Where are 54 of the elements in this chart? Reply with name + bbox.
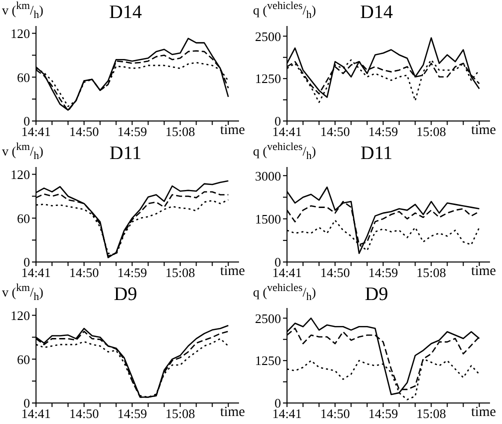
x-tick-label: 14:59	[368, 265, 398, 280]
x-tick-label: 14:50	[69, 406, 99, 422]
x-axis-title: time	[471, 264, 496, 280]
y-tick-label: 0	[24, 254, 30, 270]
y-tick-label: 2500	[255, 310, 281, 326]
y-tick-label: 60	[17, 210, 30, 226]
x-tick-label: 15:08	[416, 265, 446, 280]
x-tick-label: 15:08	[165, 265, 196, 280]
chart-title: D14	[109, 2, 142, 23]
y-tick-label: 0	[24, 396, 30, 411]
y-tick-label: 120	[10, 26, 30, 41]
x-tick-label: 14:50	[320, 406, 350, 422]
y-tick-label: 1250	[255, 353, 281, 368]
y-axis-title: v ($^{km}$/$_{h}$)	[2, 282, 44, 303]
x-tick-label: 14:59	[117, 265, 147, 280]
x-tick-label: 14:50	[69, 265, 99, 280]
chart-title: D14	[360, 2, 393, 23]
y-axis-title: v ($^{km}$/$_{h}$)	[2, 0, 44, 21]
y-axis-title: q ($^{vehicles}$/$_{h}$)	[253, 0, 316, 21]
y-tick-label: 3000	[255, 168, 281, 184]
y-tick-label: 2500	[255, 28, 281, 44]
y-axis-title: q ($^{vehicles}$/$_{h}$)	[253, 141, 316, 162]
y-tick-label: 60	[17, 70, 30, 85]
chart-title: D11	[109, 143, 142, 164]
x-axis-title: time	[220, 123, 245, 139]
x-tick-label: 14:50	[320, 124, 350, 140]
y-tick-label: 1250	[255, 71, 281, 86]
x-tick-label: 15:08	[165, 124, 196, 140]
x-axis-title: time	[220, 264, 245, 280]
y-tick-label: 0	[24, 114, 30, 129]
chart-title: D11	[360, 143, 393, 164]
chart-title: D9	[364, 284, 388, 305]
y-tick-label: 0	[274, 114, 281, 129]
x-tick-label: 14:50	[69, 124, 99, 140]
x-tick-label: 15:08	[165, 406, 196, 422]
x-tick-label: 14:50	[320, 265, 350, 280]
y-axis-title: v ($^{km}$/$_{h}$)	[2, 141, 44, 162]
y-tick-label: 120	[10, 166, 30, 182]
y-tick-label: 1500	[255, 211, 281, 226]
y-axis-title: q ($^{vehicles}$/$_{h}$)	[253, 282, 316, 303]
x-tick-label: 15:08	[416, 124, 446, 140]
x-axis-title: time	[471, 405, 496, 421]
y-tick-label: 0	[274, 396, 281, 411]
y-tick-label: 0	[274, 254, 281, 270]
x-tick-label: 14:59	[368, 406, 398, 422]
chart-title: D9	[114, 284, 138, 305]
x-axis-title: time	[220, 405, 245, 421]
x-tick-label: 14:59	[117, 406, 147, 422]
x-tick-label: 14:59	[368, 124, 398, 140]
y-tick-label: 60	[17, 352, 30, 367]
x-tick-label: 14:59	[117, 124, 147, 140]
x-axis-title: time	[471, 123, 496, 139]
y-tick-label: 120	[10, 308, 30, 323]
x-tick-label: 15:08	[416, 406, 446, 422]
